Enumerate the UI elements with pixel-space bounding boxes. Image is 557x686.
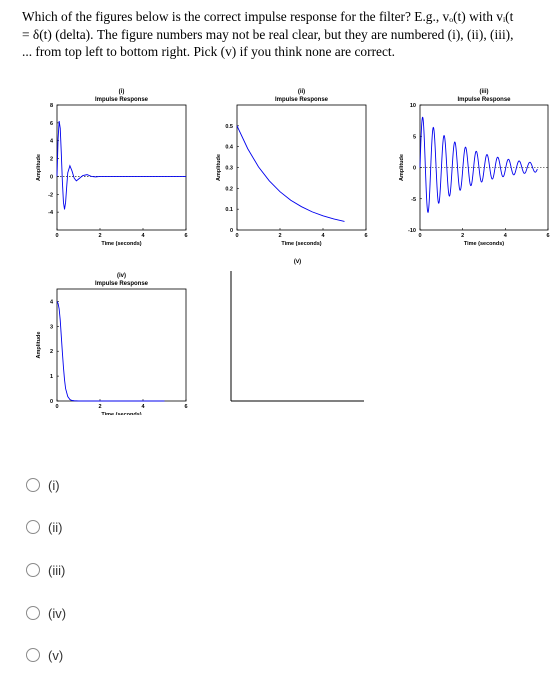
y-tick-label: 6 [50,121,53,127]
y-tick-label: 4 [50,299,54,305]
y-tick-label: 0.5 [225,124,233,130]
question-line-1: Which of the figures below is the correc… [22,9,514,24]
option-label: (iv) [48,605,67,621]
y-tick-label: 0 [413,166,416,172]
y-axis-label: Amplitude [36,332,42,359]
y-tick-label: -2 [48,192,53,198]
y-tick-label: 5 [413,134,416,140]
radio-button-iv[interactable] [26,606,40,620]
x-tick-label: 0 [55,233,58,239]
figure-number: (v) [294,259,301,265]
y-tick-label: 1 [50,374,53,380]
x-tick-label: 2 [278,233,281,239]
x-axis-label: Time (seconds) [281,241,321,247]
y-tick-label: 10 [410,103,416,109]
plot-title: Impulse Response [95,97,149,103]
option-label: (iii) [48,562,66,578]
y-tick-label: 0.2 [225,186,233,192]
option-v[interactable]: (v) [26,645,146,665]
option-i[interactable]: (i) [26,475,146,495]
y-axis-label: Amplitude [216,154,222,181]
x-tick-label: 6 [184,233,187,239]
x-tick-label: 0 [418,233,421,239]
x-axis-label: Time (seconds) [101,412,141,415]
y-tick-label: 4 [50,139,54,145]
radio-button-v[interactable] [26,648,40,662]
x-tick-label: 4 [504,233,508,239]
response-curve [419,116,538,214]
x-tick-label: 2 [98,404,101,410]
option-label: (ii) [48,519,63,535]
x-tick-label: 4 [321,233,325,239]
plot-frame [236,104,367,231]
plot-title: Impulse Response [457,97,511,103]
y-tick-label: 0 [230,228,233,234]
y-axis-label: Amplitude [399,154,405,181]
figure-number: (iv) [117,273,126,279]
y-tick-label: 3 [50,324,53,330]
radio-button-iii[interactable] [26,563,40,577]
question-text: Which of the figures below is the correc… [22,8,557,61]
x-tick-label: 6 [184,404,187,410]
option-iii[interactable]: (iii) [26,560,146,580]
figures-image: (i) Impulse Response 0 2 4 6 -4 -2 0 2 4 6 8 Time (se… [0,75,557,415]
plot-title: Impulse Response [275,97,329,103]
x-axis-label: Time (seconds) [464,241,504,247]
response-curve [236,125,345,222]
x-tick-label: 2 [461,233,464,239]
y-tick-label: 0.3 [225,166,233,172]
option-ii[interactable]: (ii) [26,517,146,537]
plot-title: Impulse Response [95,281,149,287]
y-tick-label: 0.1 [225,207,233,213]
response-curve [56,121,186,210]
x-tick-label: 0 [235,233,238,239]
figures-svg: (i) Impulse Response 0 2 4 6 -4 -2 0 2 4 6 8 Time (se… [36,89,550,415]
plot-frame [56,288,187,402]
option-label: (i) [48,477,60,493]
radio-button-i[interactable] [26,478,40,492]
x-tick-label: 0 [55,404,58,410]
question-line-2: = δ(t) (delta). The figure numbers may n… [22,26,514,42]
option-iv[interactable]: (iv) [26,603,146,623]
y-tick-label: -5 [411,197,416,203]
response-curve [56,301,165,402]
figure-number: (i) [119,89,125,95]
radio-button-ii[interactable] [26,520,40,534]
plot-frame [56,104,187,231]
x-tick-label: 6 [546,233,549,239]
y-axis-label: Amplitude [36,154,42,181]
y-tick-label: 0.4 [225,145,234,151]
y-tick-label: -4 [48,210,54,216]
x-tick-label: 2 [98,233,101,239]
y-tick-label: -10 [408,228,416,234]
x-tick-label: 4 [141,404,145,410]
y-tick-label: 2 [50,157,53,163]
question-line-3: ... from top left to bottom right. Pick … [22,44,395,59]
y-tick-label: 8 [50,103,53,109]
figure-number: (ii) [298,89,305,95]
x-tick-label: 6 [364,233,367,239]
x-axis-label: Time (seconds) [101,241,141,247]
y-tick-label: 0 [50,174,53,180]
x-tick-label: 4 [141,233,145,239]
option-label: (v) [48,647,64,663]
y-tick-label: 2 [50,349,53,355]
y-tick-label: 0 [50,399,53,405]
figure-number: (iii) [480,89,489,95]
